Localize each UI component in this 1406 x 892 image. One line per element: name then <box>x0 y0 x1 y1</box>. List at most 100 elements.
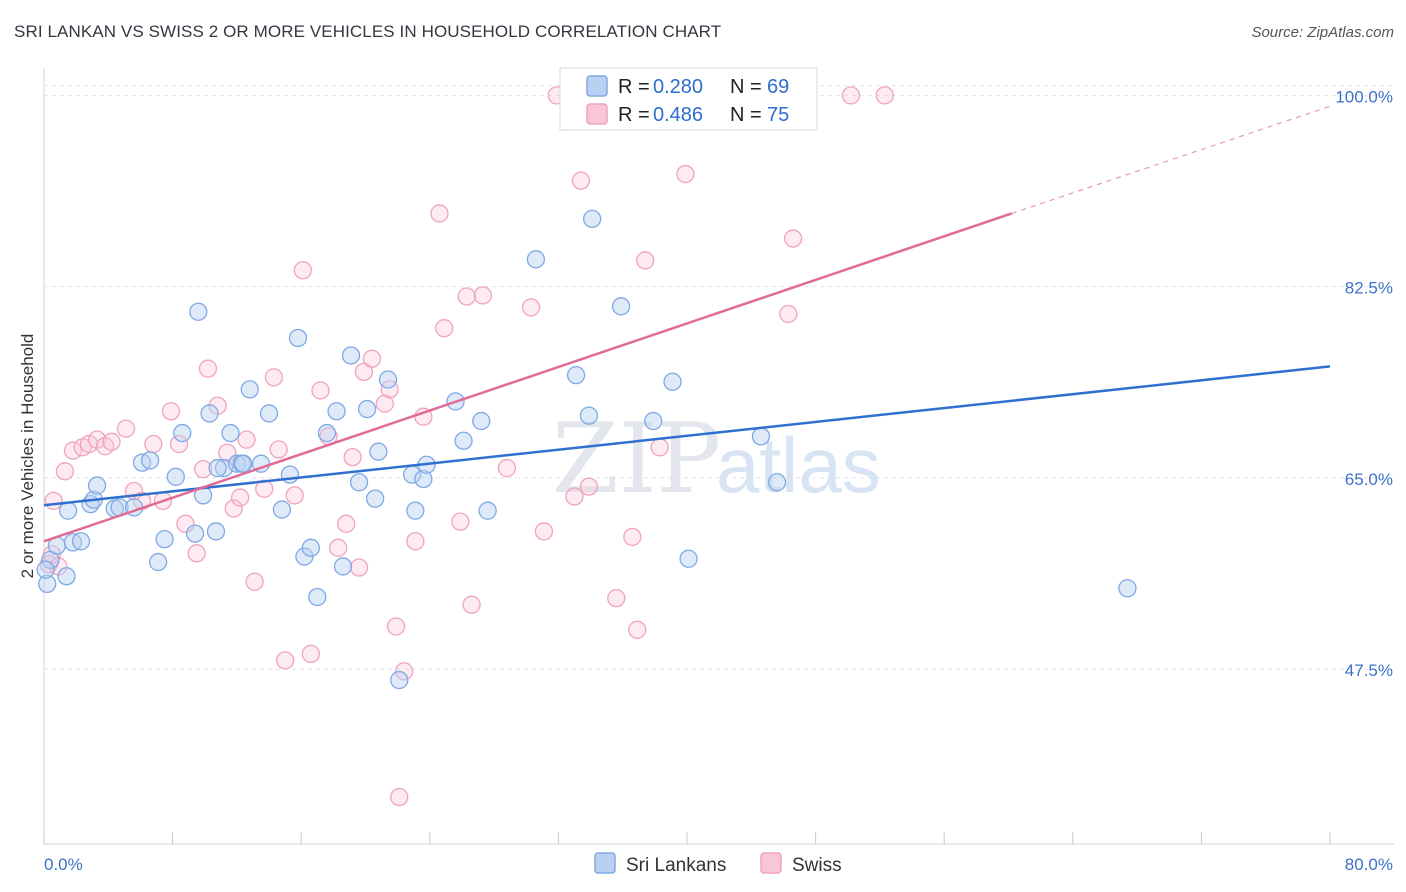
data-point <box>365 489 385 508</box>
data-point <box>663 372 682 391</box>
data-point <box>237 430 256 449</box>
data-point <box>343 447 362 467</box>
data-point <box>44 491 63 510</box>
bottom-legend-label-swiss: Swiss <box>792 855 842 876</box>
bottom-legend-label-sri-lankans: Sri Lankans <box>626 855 726 876</box>
data-point <box>269 440 288 459</box>
legend-r-label-2: R = <box>618 104 650 126</box>
sri-lankan-points <box>36 209 1137 690</box>
data-point <box>155 529 174 549</box>
data-point <box>462 595 481 614</box>
data-point <box>329 538 348 557</box>
y-tick-labels: 47.5% 65.0% 82.5% 100.0% <box>1335 87 1393 680</box>
data-point <box>534 522 554 541</box>
data-point <box>240 380 259 399</box>
data-point <box>354 362 374 382</box>
data-point <box>644 411 663 431</box>
legend-swatch-swiss <box>586 103 608 125</box>
data-point <box>841 86 861 105</box>
data-point <box>611 297 631 316</box>
data-point <box>198 359 218 378</box>
data-point <box>679 549 698 568</box>
data-point <box>161 402 181 421</box>
data-point <box>451 512 470 531</box>
data-point <box>185 524 205 543</box>
data-point <box>166 467 185 486</box>
data-point <box>245 572 264 591</box>
data-point <box>454 431 473 450</box>
legend-r-value-2: 0.486 <box>653 104 703 126</box>
data-point <box>116 419 136 438</box>
y-tick-label: 47.5% <box>1345 661 1393 680</box>
data-point <box>623 527 642 547</box>
data-point <box>497 458 517 478</box>
data-point <box>148 552 168 572</box>
data-point <box>285 486 304 505</box>
data-point <box>333 557 353 576</box>
data-point <box>193 459 213 479</box>
data-point <box>386 617 406 636</box>
data-point <box>349 473 369 492</box>
data-point <box>230 488 250 507</box>
data-point <box>472 411 491 431</box>
data-point <box>301 644 320 663</box>
data-point <box>406 532 425 551</box>
data-point <box>369 442 388 461</box>
data-point <box>187 544 206 563</box>
x-tick-label-max: 80.0% <box>1345 855 1393 874</box>
legend-r-label-1: R = <box>618 76 650 98</box>
data-point <box>208 458 227 478</box>
data-point <box>414 469 433 489</box>
data-point <box>751 427 771 446</box>
data-point <box>38 574 57 594</box>
data-point <box>327 402 346 421</box>
data-point <box>435 319 454 338</box>
data-point <box>288 328 308 348</box>
bottom-legend-swatch-sri-lankans <box>594 852 616 874</box>
data-point <box>272 500 292 519</box>
data-point <box>317 423 337 443</box>
legend-n-label-2: N = <box>730 104 762 126</box>
data-point <box>571 171 591 190</box>
y-axis-label: 2 or more Vehicles in Household <box>18 334 37 579</box>
data-point <box>650 438 669 457</box>
data-point <box>234 454 253 473</box>
x-ticks <box>43 832 1331 844</box>
data-point <box>259 404 279 423</box>
data-point <box>264 368 284 387</box>
data-point <box>783 229 803 248</box>
data-point <box>341 346 361 365</box>
data-point <box>394 662 414 681</box>
data-point <box>301 538 320 557</box>
legend-swatch-sri-lankans <box>586 75 608 97</box>
data-point <box>293 261 312 280</box>
data-point <box>55 462 75 481</box>
y-tick-label: 100.0% <box>1335 87 1393 106</box>
legend-r-value-1: 0.280 <box>653 76 703 98</box>
data-point <box>362 349 382 368</box>
data-point <box>676 164 695 184</box>
data-point <box>58 501 78 520</box>
data-point <box>378 370 398 389</box>
data-point <box>579 477 599 496</box>
data-point <box>375 394 394 413</box>
data-point <box>36 560 55 579</box>
sri-lankans-trend-line <box>43 365 1331 507</box>
data-point <box>390 787 409 807</box>
data-point <box>337 514 356 533</box>
data-point <box>579 406 599 425</box>
data-point <box>176 514 195 533</box>
data-point <box>221 423 240 443</box>
swiss-trend-line <box>43 212 1013 543</box>
data-point <box>308 587 327 607</box>
data-point <box>406 501 425 520</box>
data-point <box>457 287 476 306</box>
data-point <box>349 558 369 577</box>
data-point <box>473 286 492 305</box>
data-point <box>636 251 655 270</box>
data-point <box>779 304 798 324</box>
data-point <box>607 588 626 608</box>
bottom-legend-swatch-swiss <box>760 852 782 874</box>
data-point <box>1118 579 1137 598</box>
